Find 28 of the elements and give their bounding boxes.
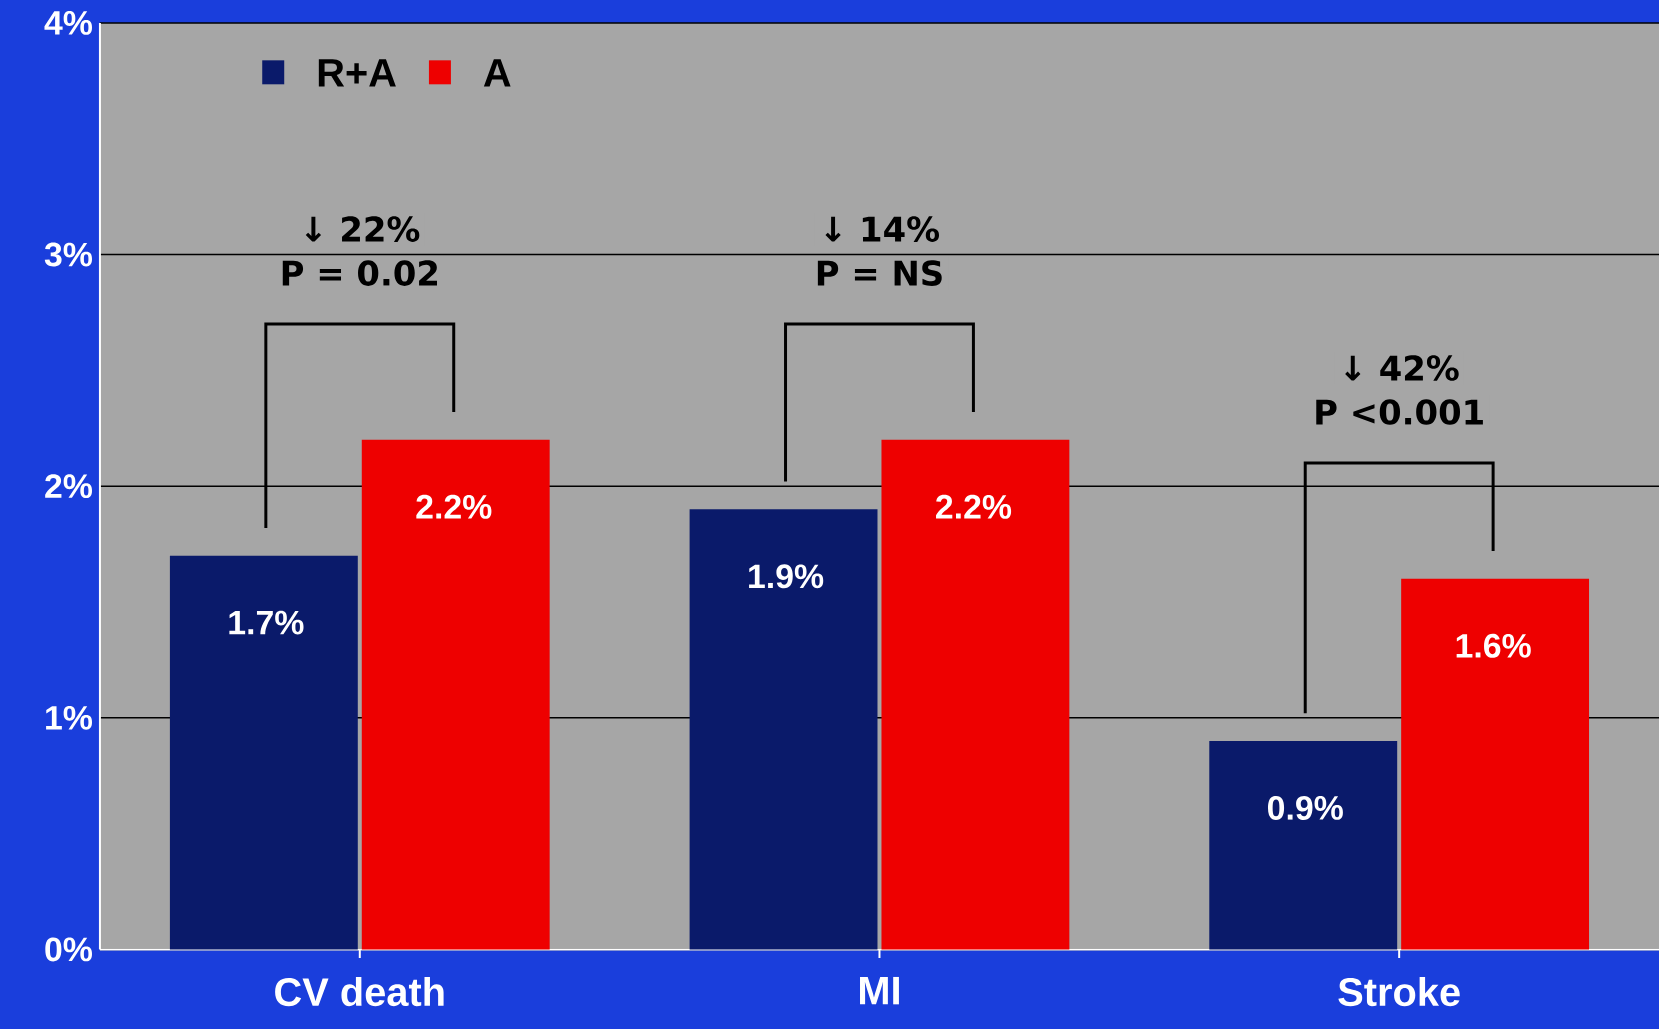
annotation: ↓ 14% [825,216,940,242]
x-tick-label: CV death [275,976,444,1006]
bar [169,555,358,950]
annotation: P <0.001 [1316,399,1483,425]
data-label: 1.9% [749,564,824,589]
data-label: 2.2% [416,494,492,519]
data-label: 1.6% [1456,633,1531,658]
y-tick-label: 2% [45,474,92,498]
annotation: ↓ 22% [305,216,420,242]
x-tick-label: Stroke [1338,976,1460,1006]
y-tick-label: 0% [45,937,92,962]
data-label: 0.9% [1267,795,1343,820]
y-tick-label: 4% [44,10,92,35]
bar [1401,578,1590,950]
annotation: P = NS [817,260,942,286]
bar [361,439,550,950]
y-tick-label: 1% [46,705,92,730]
data-label: 1.7% [229,610,304,635]
y-tick-label: 3% [44,242,92,267]
legend-label: A [483,58,511,87]
bar [689,509,878,950]
bar [881,439,1070,950]
annotation: ↓ 42% [1345,355,1459,381]
annotation: P = 0.02 [282,260,437,286]
legend-label: R+A [318,58,396,87]
x-tick-label: MI [860,976,899,1005]
bar [1209,740,1398,950]
data-label: 2.2% [936,494,1012,519]
